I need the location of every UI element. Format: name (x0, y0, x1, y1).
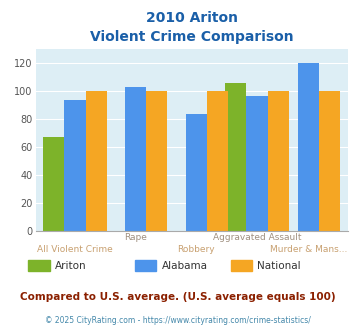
Bar (268, 91, 289, 231)
Bar (43, 138, 64, 231)
Text: Aggravated Assault: Aggravated Assault (213, 233, 301, 242)
Text: National: National (257, 261, 301, 271)
Bar (86, 91, 107, 231)
Bar (146, 91, 168, 231)
Bar (225, 83, 246, 231)
Text: Rape: Rape (124, 233, 147, 242)
Bar (319, 91, 340, 231)
Text: Compared to U.S. average. (U.S. average equals 100): Compared to U.S. average. (U.S. average … (20, 292, 335, 302)
Text: All Violent Crime: All Violent Crime (37, 245, 113, 254)
Text: Murder & Mans...: Murder & Mans... (270, 245, 347, 254)
Bar (207, 91, 228, 231)
Text: Robbery: Robbery (178, 245, 215, 254)
Text: Alabama: Alabama (162, 261, 208, 271)
Bar (298, 63, 319, 231)
Text: Ariton: Ariton (55, 261, 87, 271)
Bar (246, 96, 268, 231)
Bar (64, 100, 86, 231)
Bar (125, 87, 146, 231)
Bar (186, 114, 207, 231)
Text: © 2025 CityRating.com - https://www.cityrating.com/crime-statistics/: © 2025 CityRating.com - https://www.city… (45, 315, 310, 325)
Title: 2010 Ariton
Violent Crime Comparison: 2010 Ariton Violent Crime Comparison (90, 11, 294, 44)
